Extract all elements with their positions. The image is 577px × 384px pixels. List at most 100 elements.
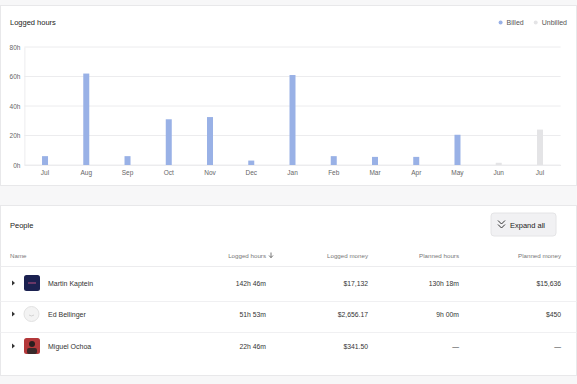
chart-card [1,6,577,186]
row-separator [1,332,577,333]
x-tick-label: Oct [164,169,174,176]
grid [24,47,560,165]
y-tick-label: 60h [10,73,21,80]
table-row[interactable]: Martin Kaptein142h 46m$17,132130h 18m$15… [12,275,561,291]
cell: 142h 46m [236,280,267,287]
y-tick-label: 0h [13,162,21,169]
x-tick: Apr [411,165,422,177]
y-tick: 0h [13,162,24,169]
x-tick: Jun [493,165,504,176]
chart-title: Logged hours [10,18,56,27]
x-tick-label: Sep [122,169,134,177]
bar [372,157,378,165]
bar [413,157,419,165]
bar [125,156,131,157]
grid-line [24,47,560,48]
cell: — [452,343,459,350]
row-toggle[interactable] [12,344,15,349]
bar [454,135,460,165]
legend: Unbilled Billed [499,19,568,26]
bar [42,156,48,165]
bar [454,134,460,135]
bar [290,75,296,165]
person-name: Martin Kaptein [48,280,93,288]
table-row[interactable]: Ed Bellinger51h 53m$2,656.179h 00m$450 [12,307,561,322]
y-tick: 40h [10,103,25,110]
x-tick-label: May [451,169,464,177]
x-tick-label: Jul [536,169,545,176]
bar [413,156,419,157]
x-tick: Jul [41,165,50,176]
bar [537,130,543,165]
row-separator [1,301,577,302]
bar [372,156,378,157]
bar [207,117,213,118]
x-tick: Feb [328,165,340,176]
avatar-face [29,315,34,316]
bar [42,156,48,157]
x-tick: Dec [245,165,257,176]
x-tick-label: Mar [369,169,381,176]
column-header[interactable]: Logged hours [228,252,266,259]
x-tick-label: Nov [204,169,216,176]
bar [248,161,254,165]
bar [166,119,172,120]
bar [331,156,337,157]
cell: — [554,343,561,350]
legend-label: Unbilled [542,19,567,26]
x-tick: Oct [164,165,174,176]
bars [42,74,543,165]
bar [83,73,89,74]
person-name: Ed Bellinger [48,311,86,319]
avatar [24,338,40,354]
legend-swatch [534,21,538,25]
bar [496,163,502,165]
x-tick-label: Feb [328,169,340,176]
x-tick: Sep [122,165,134,177]
button-bg[interactable] [491,213,556,236]
x-tick-label: Dec [245,169,257,176]
cell: $17,132 [343,280,368,287]
column-header: Planned money [518,252,562,259]
bar [207,117,213,165]
x-tick-label: Apr [411,169,422,177]
bar [166,119,172,165]
x-tick: Jul [536,165,545,176]
x-axis: Jul Aug Sep Oct Nov Dec Jan Feb Mar Apr May Jun Jul [25,165,561,177]
bar [290,75,296,76]
button-label[interactable]: Expand all [510,221,545,230]
x-tick: Nov [204,165,216,176]
button-icon[interactable] [498,221,505,229]
table-row[interactable]: Miguel Ochoa22h 46m$341.50—— [12,338,561,354]
y-tick: 60h [10,73,25,80]
x-tick: Mar [369,165,381,176]
x-tick: Jan [287,165,298,176]
legend-swatch [499,21,503,25]
avatar [24,275,40,291]
y-tick-label: 80h [10,44,21,51]
x-axis-line [25,165,561,166]
y-tick-label: 40h [10,103,21,110]
y-axis: 0h 20h 40h 60h 80h [10,44,25,169]
header-separator [1,266,577,267]
bar [331,156,337,165]
people-title: People [10,221,33,230]
column-header: Planned hours [419,252,459,259]
cell: $450 [546,311,561,318]
row-toggle[interactable] [12,281,15,286]
cell: 51h 53m [240,311,267,318]
x-tick-label: Aug [80,169,92,177]
x-tick-label: Jul [41,169,50,176]
y-axis-line [24,48,25,166]
avatar-detail [28,283,36,284]
bar [248,160,254,161]
cell: 22h 46m [240,343,267,350]
row-toggle[interactable] [12,312,15,317]
column-header: Name [10,252,27,259]
sort-arrow[interactable] [269,253,273,258]
y-tick-label: 20h [10,132,21,139]
legend-label: Billed [507,19,524,26]
person-name: Miguel Ochoa [48,343,91,351]
expand-all-button[interactable]: Expand all [491,213,556,236]
people-card [1,206,577,376]
